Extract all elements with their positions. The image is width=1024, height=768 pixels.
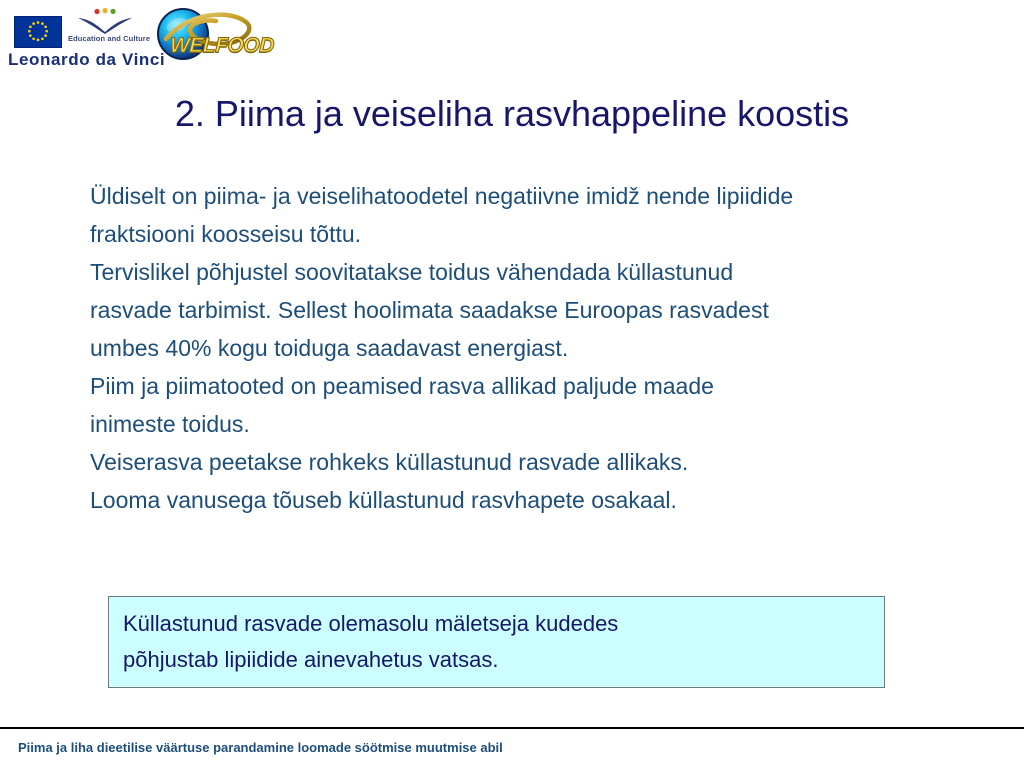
education-culture-logo: Education and Culture <box>68 8 151 52</box>
footer-divider <box>0 727 1024 729</box>
body-text-block: Üldiselt on piima- ja veiselihatoodetel … <box>90 177 980 519</box>
welfood-wordmark: WELFOOD <box>169 33 275 57</box>
callout-line: põhjustab lipiidide ainevahetus vatsas. <box>123 647 499 672</box>
callout-text-block: Küllastunud rasvade olemasolu mäletseja … <box>123 606 868 678</box>
welfood-globe-icon <box>157 8 252 60</box>
welfood-logo: WELFOOD <box>150 6 275 68</box>
logo-bar: Leonardo da Vinci Education and Culture <box>0 0 1024 82</box>
body-line: fraktsiooni koosseisu tõttu. <box>90 221 362 247</box>
body-line: Üldiselt on piima- ja veiselihatoodetel … <box>90 183 794 209</box>
eu-flag-icon <box>14 16 62 48</box>
leonardo-wordmark: Leonardo da Vinci <box>8 50 166 69</box>
page-title: 2. Piima ja veiseliha rasvhappeline koos… <box>174 93 850 134</box>
body-line: rasvade tarbimist. Sellest hoolimata saa… <box>90 297 769 323</box>
body-line: Piim ja piimatooted on peamised rasva al… <box>90 373 714 399</box>
body-line: umbes 40% kogu toiduga saadavast energia… <box>90 335 569 361</box>
leonardo-da-vinci-logo: Leonardo da Vinci <box>8 14 165 70</box>
body-line: Tervislikel põhjustel soovitatakse toidu… <box>90 259 734 285</box>
education-culture-bird-icon <box>74 8 136 34</box>
body-line: inimeste toidus. <box>90 411 250 437</box>
body-line: Looma vanusega tõuseb küllastunud rasvha… <box>90 487 677 513</box>
body-line: Veiserasva peetakse rohkeks küllastunud … <box>90 449 689 475</box>
footer-text: Piima ja liha dieetilise väärtuse parand… <box>18 740 503 755</box>
callout-line: Küllastunud rasvade olemasolu mäletseja … <box>123 611 619 636</box>
callout-box: Küllastunud rasvade olemasolu mäletseja … <box>108 596 885 688</box>
education-culture-label: Education and Culture <box>68 34 151 43</box>
